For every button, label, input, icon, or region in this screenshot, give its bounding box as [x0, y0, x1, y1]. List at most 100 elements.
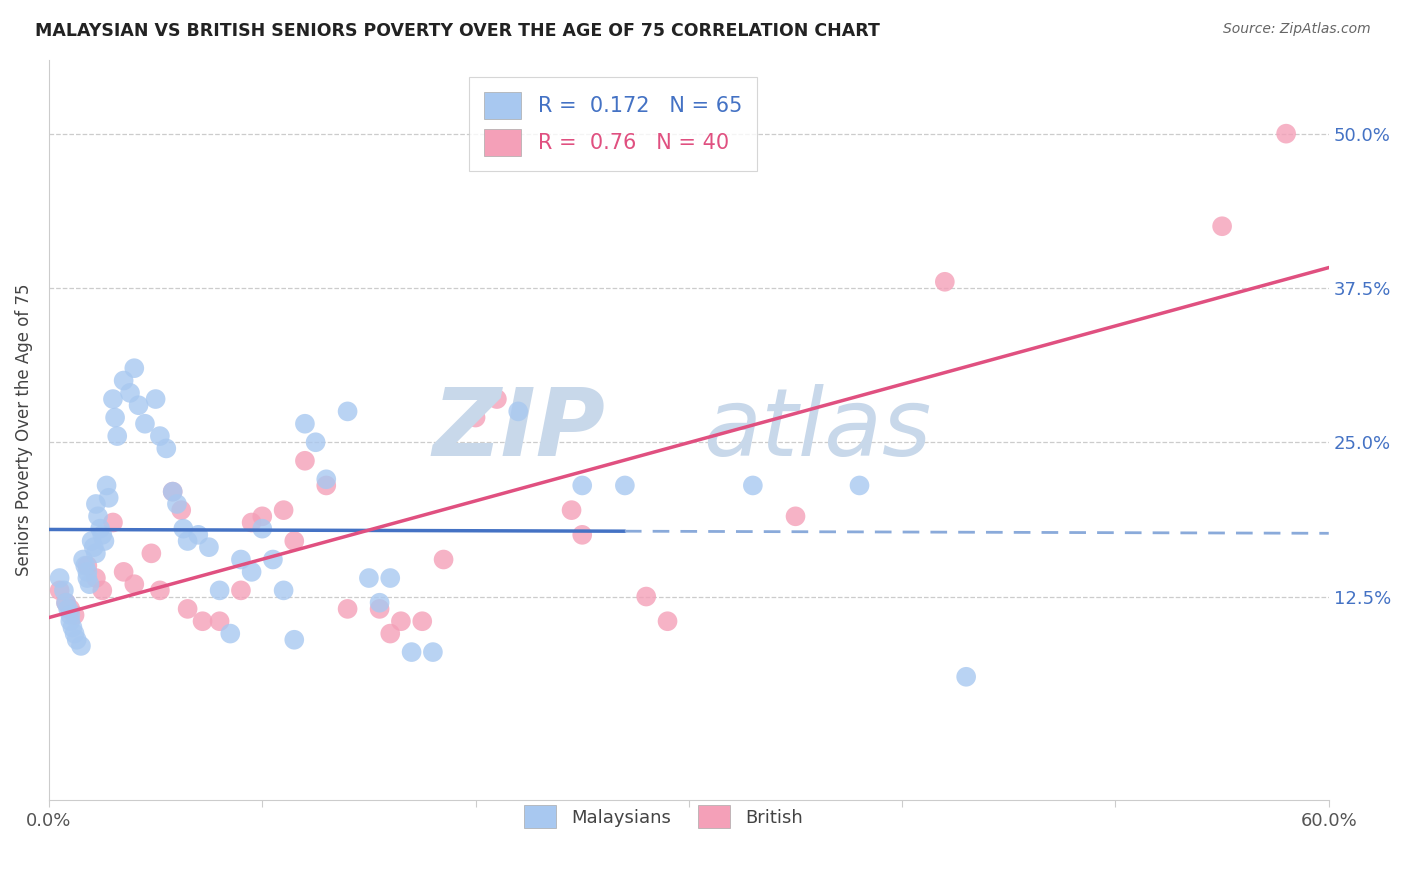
Point — [112, 565, 135, 579]
Point — [315, 472, 337, 486]
Point — [571, 478, 593, 492]
Point — [101, 392, 124, 406]
Point — [55, 596, 77, 610]
Point — [176, 602, 198, 616]
Point — [118, 385, 141, 400]
Point — [124, 361, 146, 376]
Point — [55, 596, 77, 610]
Point — [162, 484, 184, 499]
Point — [273, 583, 295, 598]
Point — [124, 577, 146, 591]
Point — [141, 546, 163, 560]
Point — [336, 404, 359, 418]
Legend: Malaysians, British: Malaysians, British — [517, 798, 810, 836]
Point — [368, 602, 391, 616]
Point — [63, 626, 86, 640]
Point — [62, 620, 84, 634]
Point — [48, 571, 70, 585]
Point — [485, 392, 508, 406]
Point — [59, 614, 82, 628]
Point — [380, 571, 402, 585]
Point — [191, 614, 214, 628]
Point — [105, 429, 128, 443]
Point — [75, 558, 97, 573]
Point — [101, 516, 124, 530]
Point — [149, 429, 172, 443]
Point — [89, 522, 111, 536]
Point — [785, 509, 807, 524]
Point — [91, 528, 114, 542]
Point — [219, 626, 242, 640]
Point — [262, 552, 284, 566]
Point — [56, 602, 79, 616]
Point — [955, 670, 977, 684]
Point — [336, 602, 359, 616]
Point — [229, 552, 252, 566]
Point — [187, 528, 209, 542]
Point — [283, 632, 305, 647]
Point — [176, 534, 198, 549]
Point — [741, 478, 763, 492]
Point — [93, 534, 115, 549]
Point — [571, 528, 593, 542]
Point — [411, 614, 433, 628]
Point — [561, 503, 583, 517]
Point — [145, 392, 167, 406]
Point — [70, 639, 93, 653]
Point — [48, 583, 70, 598]
Text: MALAYSIAN VS BRITISH SENIORS POVERTY OVER THE AGE OF 75 CORRELATION CHART: MALAYSIAN VS BRITISH SENIORS POVERTY OVE… — [35, 22, 880, 40]
Point — [59, 608, 82, 623]
Point — [84, 546, 107, 560]
Point — [294, 417, 316, 431]
Point — [76, 571, 98, 585]
Point — [104, 410, 127, 425]
Point — [59, 602, 82, 616]
Point — [84, 571, 107, 585]
Point — [380, 626, 402, 640]
Text: atlas: atlas — [703, 384, 931, 475]
Point — [252, 522, 274, 536]
Point — [87, 509, 110, 524]
Point — [304, 435, 326, 450]
Point — [368, 596, 391, 610]
Point — [166, 497, 188, 511]
Point — [1275, 127, 1298, 141]
Point — [273, 503, 295, 517]
Point — [636, 590, 658, 604]
Point — [83, 540, 105, 554]
Point — [252, 509, 274, 524]
Point — [128, 398, 150, 412]
Point — [170, 503, 193, 517]
Point — [848, 478, 870, 492]
Point — [240, 565, 263, 579]
Point — [934, 275, 956, 289]
Point — [66, 632, 89, 647]
Point — [357, 571, 380, 585]
Text: ZIP: ZIP — [433, 384, 606, 476]
Point — [172, 522, 194, 536]
Point — [508, 404, 530, 418]
Point — [91, 583, 114, 598]
Point — [149, 583, 172, 598]
Point — [112, 374, 135, 388]
Point — [155, 442, 177, 456]
Point — [134, 417, 156, 431]
Point — [162, 484, 184, 499]
Point — [389, 614, 412, 628]
Point — [432, 552, 454, 566]
Point — [613, 478, 636, 492]
Point — [76, 558, 98, 573]
Point — [283, 534, 305, 549]
Point — [657, 614, 679, 628]
Point — [79, 577, 101, 591]
Point — [96, 478, 118, 492]
Point — [80, 534, 103, 549]
Point — [84, 497, 107, 511]
Point — [76, 565, 98, 579]
Point — [208, 583, 231, 598]
Point — [72, 552, 94, 566]
Point — [464, 410, 486, 425]
Point — [97, 491, 120, 505]
Point — [1211, 219, 1233, 234]
Point — [240, 516, 263, 530]
